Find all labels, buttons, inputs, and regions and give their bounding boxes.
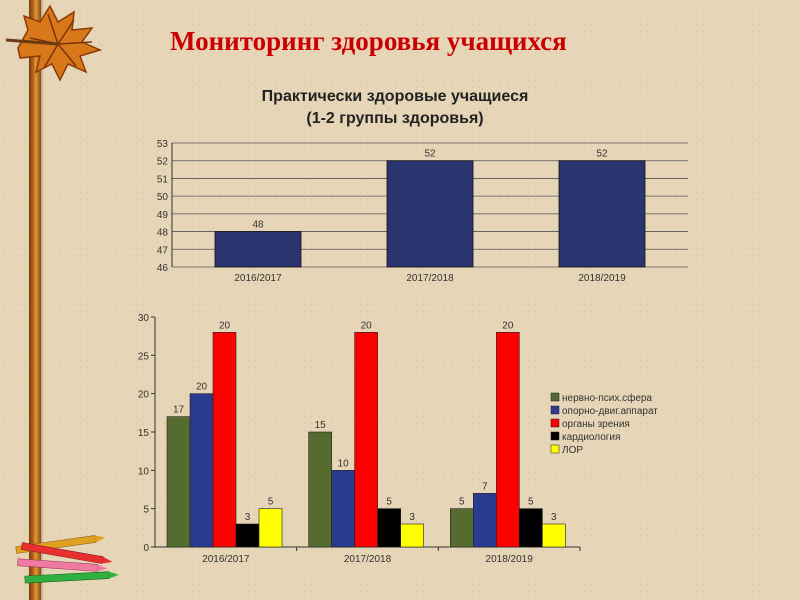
data-label: 5 <box>459 497 465 508</box>
legend-label: кардиология <box>562 432 620 443</box>
decorative-stick <box>29 0 41 600</box>
bar <box>400 523 424 548</box>
legend-swatch <box>550 418 560 428</box>
y-tick-label: 48 <box>157 228 169 239</box>
bar <box>473 493 497 548</box>
bar <box>354 332 378 548</box>
bar <box>558 160 646 268</box>
y-tick-label: 5 <box>143 505 149 516</box>
chart-title-line: Практически здоровые учащиеся <box>261 88 529 105</box>
chart-title: Практически здоровые учащиеся (1-2 групп… <box>200 86 590 130</box>
y-tick-label: 51 <box>157 174 169 185</box>
bar <box>386 160 474 268</box>
legend-label: нервно-псих.сфера <box>562 392 653 404</box>
x-tick-label: 2017/2018 <box>406 273 454 284</box>
data-label: 5 <box>268 497 274 508</box>
page-title: Мониторинг здоровья учащихся <box>170 26 567 56</box>
data-label: 3 <box>245 512 251 523</box>
data-label: 3 <box>409 512 415 523</box>
legend-swatch <box>550 431 560 441</box>
y-tick-label: 49 <box>157 210 169 221</box>
y-tick-label: 15 <box>138 428 150 439</box>
y-tick-label: 50 <box>157 192 169 203</box>
chart-title-line: (1-2 группы здоровья) <box>306 110 484 127</box>
y-tick-label: 10 <box>138 466 150 477</box>
bar <box>189 393 214 548</box>
y-tick-label: 30 <box>138 313 150 324</box>
bar <box>214 231 302 268</box>
x-tick-label: 2016/2017 <box>202 554 250 565</box>
crayons-icon <box>15 535 119 584</box>
bar <box>235 523 260 548</box>
bar <box>212 332 237 548</box>
data-label: 15 <box>315 420 327 431</box>
x-tick-label: 2016/2017 <box>234 273 282 284</box>
data-label: 10 <box>338 458 350 469</box>
data-label: 7 <box>482 481 488 492</box>
legend-swatch <box>550 392 560 402</box>
data-label: 52 <box>424 149 436 160</box>
autumn-leaf-icon <box>5 4 103 82</box>
data-label: 5 <box>528 497 534 508</box>
y-tick-label: 0 <box>143 543 149 554</box>
x-tick-label: 2018/2019 <box>486 554 534 565</box>
bar <box>331 470 355 548</box>
x-tick-label: 2018/2019 <box>578 273 626 284</box>
y-tick-label: 52 <box>157 157 169 168</box>
y-tick-label: 47 <box>157 245 169 256</box>
bar <box>166 416 191 548</box>
bar <box>496 332 520 548</box>
data-label: 20 <box>502 320 514 331</box>
bar <box>519 508 543 548</box>
data-label: 20 <box>219 320 231 331</box>
data-label: 20 <box>361 320 373 331</box>
y-tick-label: 20 <box>138 390 150 401</box>
y-tick-label: 46 <box>157 263 169 274</box>
legend-label: ЛОР <box>562 445 583 456</box>
data-label: 5 <box>386 497 392 508</box>
x-tick-label: 2017/2018 <box>344 554 392 565</box>
y-tick-label: 25 <box>138 351 150 362</box>
bar <box>308 431 332 548</box>
data-label: 3 <box>551 512 557 523</box>
legend-label: опорно-двиг.аппарат <box>562 406 658 417</box>
bar <box>258 508 283 548</box>
legend-swatch <box>550 405 560 415</box>
data-label: 17 <box>173 405 185 416</box>
legend-label: органы зрения <box>562 419 630 430</box>
data-label: 52 <box>596 149 608 160</box>
y-tick-label: 53 <box>157 139 169 150</box>
data-label: 48 <box>252 220 264 231</box>
bar <box>377 508 401 548</box>
bar <box>542 523 566 548</box>
data-label: 20 <box>196 382 208 393</box>
bar <box>450 508 474 548</box>
legend-swatch <box>550 444 560 454</box>
